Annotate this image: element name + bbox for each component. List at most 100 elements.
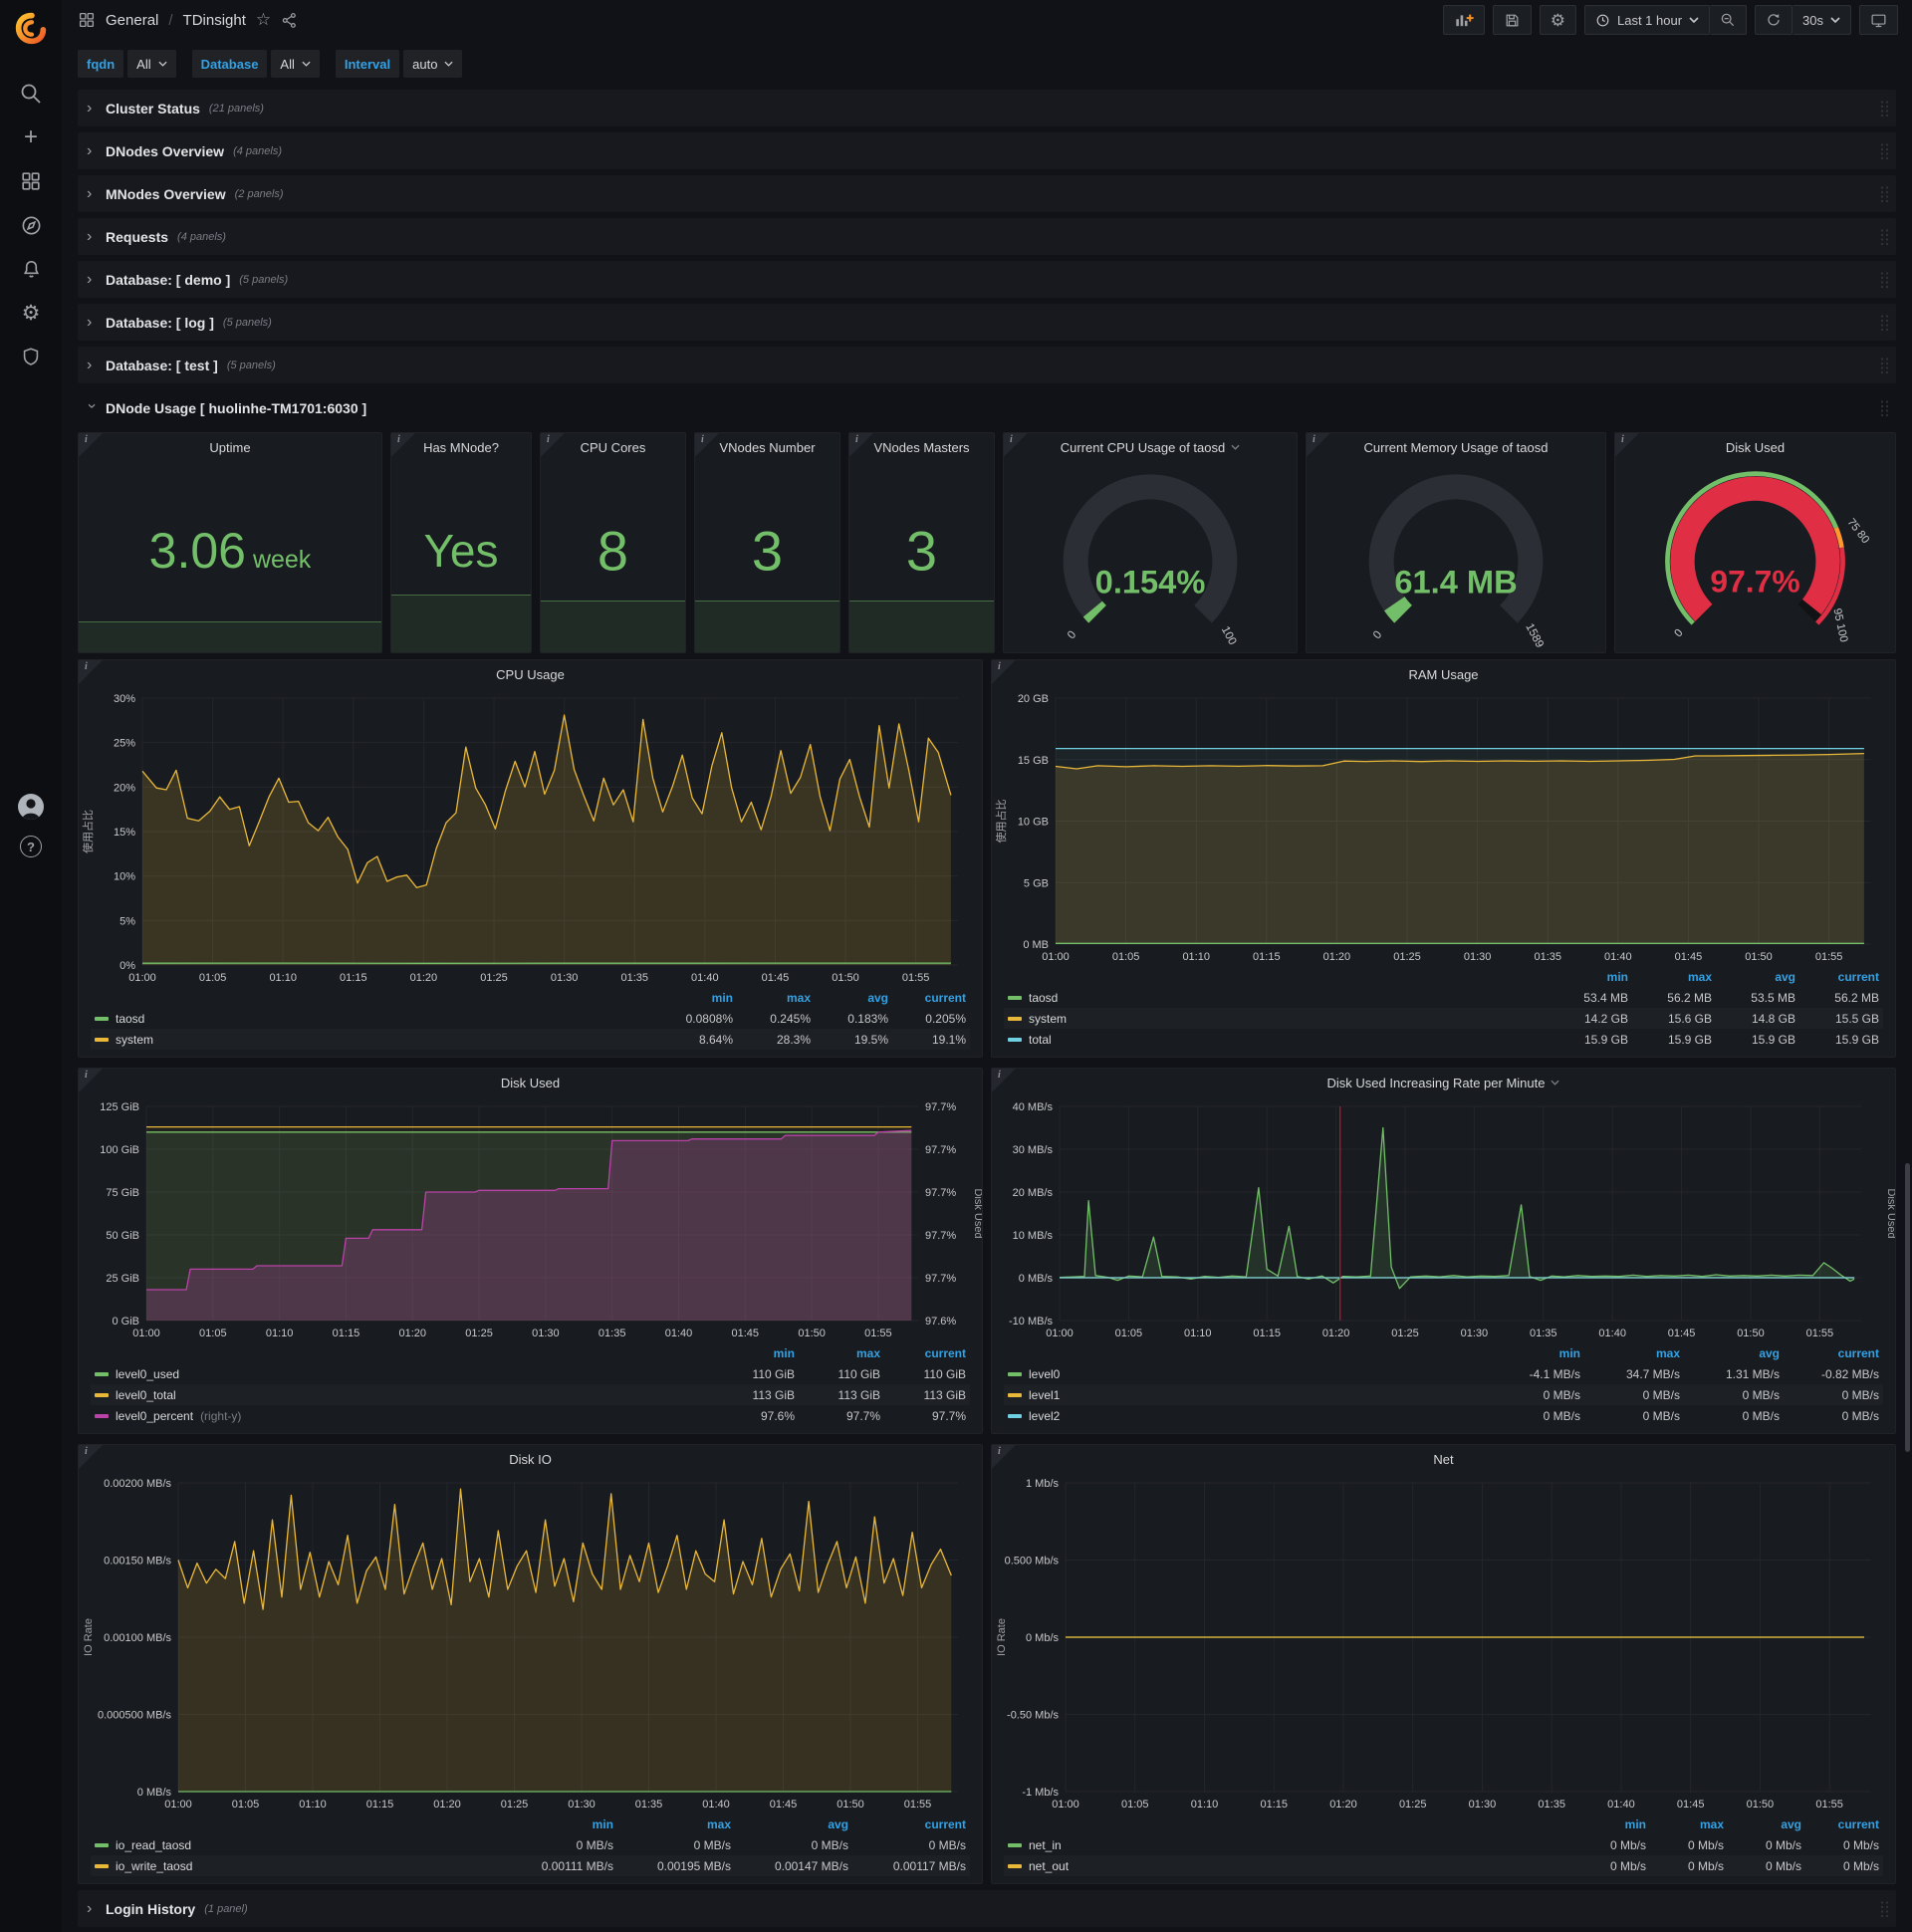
panel-info-corner[interactable]: i	[391, 433, 415, 457]
panel-info-corner[interactable]: i	[79, 660, 103, 684]
refresh-interval-picker[interactable]: 30s	[1792, 5, 1851, 35]
panel-info-corner[interactable]: i	[79, 433, 103, 457]
legend-series-level0-used[interactable]: level0_used	[95, 1367, 709, 1381]
legend-series-level0-total[interactable]: level0_total	[95, 1388, 709, 1402]
user-avatar[interactable]	[16, 792, 46, 822]
panel-info-corner[interactable]: i	[849, 433, 873, 457]
variable-label-fqdn[interactable]: fqdn	[78, 50, 124, 78]
row-drag-handle[interactable]	[1880, 314, 1889, 331]
legend-col-min[interactable]: min	[1624, 1816, 1646, 1831]
legend-series-taosd[interactable]: taosd	[1008, 991, 1545, 1005]
panel-title-disk-used[interactable]: Disk Used	[1725, 439, 1786, 455]
row-database-test[interactable]: › Database: [ test ] (5 panels)	[78, 347, 1896, 383]
dashboard-settings-button[interactable]: ⚙	[1539, 5, 1576, 35]
legend-col-current[interactable]: current	[1837, 1345, 1879, 1360]
row-database-log[interactable]: › Database: [ log ] (5 panels)	[78, 304, 1896, 341]
variable-value-interval[interactable]: auto	[403, 50, 463, 78]
panel-title-vnodes-number[interactable]: VNodes Number	[719, 439, 816, 455]
legend-col-avg[interactable]: avg	[867, 990, 888, 1005]
legend-col-min[interactable]: min	[592, 1816, 613, 1831]
add-panel-button[interactable]	[1442, 5, 1485, 35]
legend-col-max[interactable]: max	[786, 990, 811, 1005]
panel-title-disk-io[interactable]: Disk IO	[509, 1451, 552, 1467]
legend-col-max[interactable]: max	[1655, 1345, 1680, 1360]
legend-col-max[interactable]: max	[706, 1816, 731, 1831]
row-drag-handle[interactable]	[1880, 228, 1889, 245]
row-drag-handle[interactable]	[1880, 399, 1889, 416]
legend-col-avg[interactable]: avg	[1759, 1345, 1780, 1360]
zoom-out-button[interactable]	[1710, 5, 1748, 35]
refresh-button[interactable]	[1755, 5, 1793, 35]
legend-col-current[interactable]: current	[924, 1816, 966, 1831]
panel-title-ram-usage[interactable]: RAM Usage	[1408, 666, 1479, 682]
cycle-view-mode-button[interactable]	[1859, 5, 1898, 35]
favorite-star-icon[interactable]: ☆	[255, 10, 272, 29]
legend-col-max[interactable]: max	[855, 1345, 880, 1360]
panel-info-corner[interactable]: i	[992, 1445, 1016, 1469]
row-drag-handle[interactable]	[1880, 1900, 1889, 1917]
row-drag-handle[interactable]	[1880, 271, 1889, 288]
legend-col-current[interactable]: current	[924, 1345, 966, 1360]
legend-col-current[interactable]: current	[1837, 969, 1879, 984]
legend-series-level2[interactable]: level2	[1008, 1409, 1481, 1423]
legend-series-io-write-taosd[interactable]: io_write_taosd	[95, 1859, 496, 1873]
panel-title-uptime[interactable]: Uptime	[209, 439, 251, 455]
panel-title-disk-used-increasing-rate-per-minute[interactable]: Disk Used Increasing Rate per Minute	[992, 1069, 1895, 1096]
legend-col-current[interactable]: current	[924, 990, 966, 1005]
server-admin-shield-icon[interactable]	[0, 335, 62, 378]
variable-value-fqdn[interactable]: All	[127, 50, 176, 78]
panel-info-corner[interactable]: i	[79, 1069, 103, 1092]
row-database-demo[interactable]: › Database: [ demo ] (5 panels)	[78, 261, 1896, 298]
breadcrumb-section[interactable]: General	[106, 11, 159, 29]
legend-series-io-read-taosd[interactable]: io_read_taosd	[95, 1838, 496, 1852]
panel-info-corner[interactable]: i	[79, 1445, 103, 1469]
legend-col-avg[interactable]: avg	[828, 1816, 848, 1831]
panel-title-current-cpu-usage-of-taosd[interactable]: Current CPU Usage of taosd	[1004, 433, 1297, 461]
create-plus-icon[interactable]: +	[23, 123, 38, 150]
legend-col-min[interactable]: min	[1606, 969, 1628, 984]
row-drag-handle[interactable]	[1880, 357, 1889, 373]
explore-compass-icon[interactable]	[0, 203, 62, 247]
legend-series-system[interactable]: system	[1008, 1012, 1545, 1026]
panel-title-vnodes-masters[interactable]: VNodes Masters	[873, 439, 970, 455]
legend-series-level0-percent[interactable]: level0_percent (right-y)	[95, 1409, 709, 1423]
legend-col-min[interactable]: min	[1558, 1345, 1580, 1360]
legend-col-avg[interactable]: avg	[1781, 1816, 1801, 1831]
row-dnode-usage-huolinhe-tm1701-6030[interactable]: › DNode Usage [ huolinhe-TM1701:6030 ]	[78, 389, 1896, 426]
legend-series-net-in[interactable]: net_in	[1008, 1838, 1568, 1852]
panel-title-disk-used[interactable]: Disk Used	[500, 1075, 561, 1090]
legend-col-min[interactable]: min	[711, 990, 733, 1005]
page-scrollbar-thumb[interactable]	[1905, 1163, 1910, 1452]
legend-col-min[interactable]: min	[773, 1345, 795, 1360]
time-range-picker[interactable]: Last 1 hour	[1583, 5, 1711, 35]
legend-col-max[interactable]: max	[1699, 1816, 1724, 1831]
variable-value-database[interactable]: All	[271, 50, 320, 78]
dashboards-icon[interactable]	[0, 159, 62, 203]
save-dashboard-button[interactable]	[1492, 5, 1532, 35]
row-drag-handle[interactable]	[1880, 142, 1889, 159]
panel-title-cpu-usage[interactable]: CPU Usage	[496, 666, 565, 682]
panel-info-corner[interactable]: i	[1004, 433, 1028, 457]
panel-title-has-mnode[interactable]: Has MNode?	[423, 439, 499, 455]
row-drag-handle[interactable]	[1880, 100, 1889, 117]
breadcrumb-title[interactable]: TDinsight	[182, 11, 246, 29]
legend-col-avg[interactable]: avg	[1775, 969, 1795, 984]
legend-series-level1[interactable]: level1	[1008, 1388, 1481, 1402]
legend-col-max[interactable]: max	[1687, 969, 1712, 984]
panel-title-cpu-cores[interactable]: CPU Cores	[580, 439, 646, 455]
row-requests[interactable]: › Requests (4 panels)	[78, 218, 1896, 255]
row-drag-handle[interactable]	[1880, 185, 1889, 202]
alerting-bell-icon[interactable]	[0, 247, 62, 291]
panel-info-corner[interactable]: i	[992, 1069, 1016, 1092]
panel-info-corner[interactable]: i	[1615, 433, 1639, 457]
legend-series-level0[interactable]: level0	[1008, 1367, 1481, 1381]
legend-series-system[interactable]: system	[95, 1033, 655, 1047]
grafana-logo-icon[interactable]	[9, 6, 53, 50]
panel-info-corner[interactable]: i	[1307, 433, 1330, 457]
row-dnodes-overview[interactable]: › DNodes Overview (4 panels)	[78, 132, 1896, 169]
variable-label-interval[interactable]: Interval	[335, 50, 400, 78]
variable-label-database[interactable]: Database	[191, 50, 268, 78]
panel-info-corner[interactable]: i	[541, 433, 565, 457]
row-login-history[interactable]: › Login History (1 panel)	[78, 1890, 1896, 1927]
panel-info-corner[interactable]: i	[695, 433, 719, 457]
